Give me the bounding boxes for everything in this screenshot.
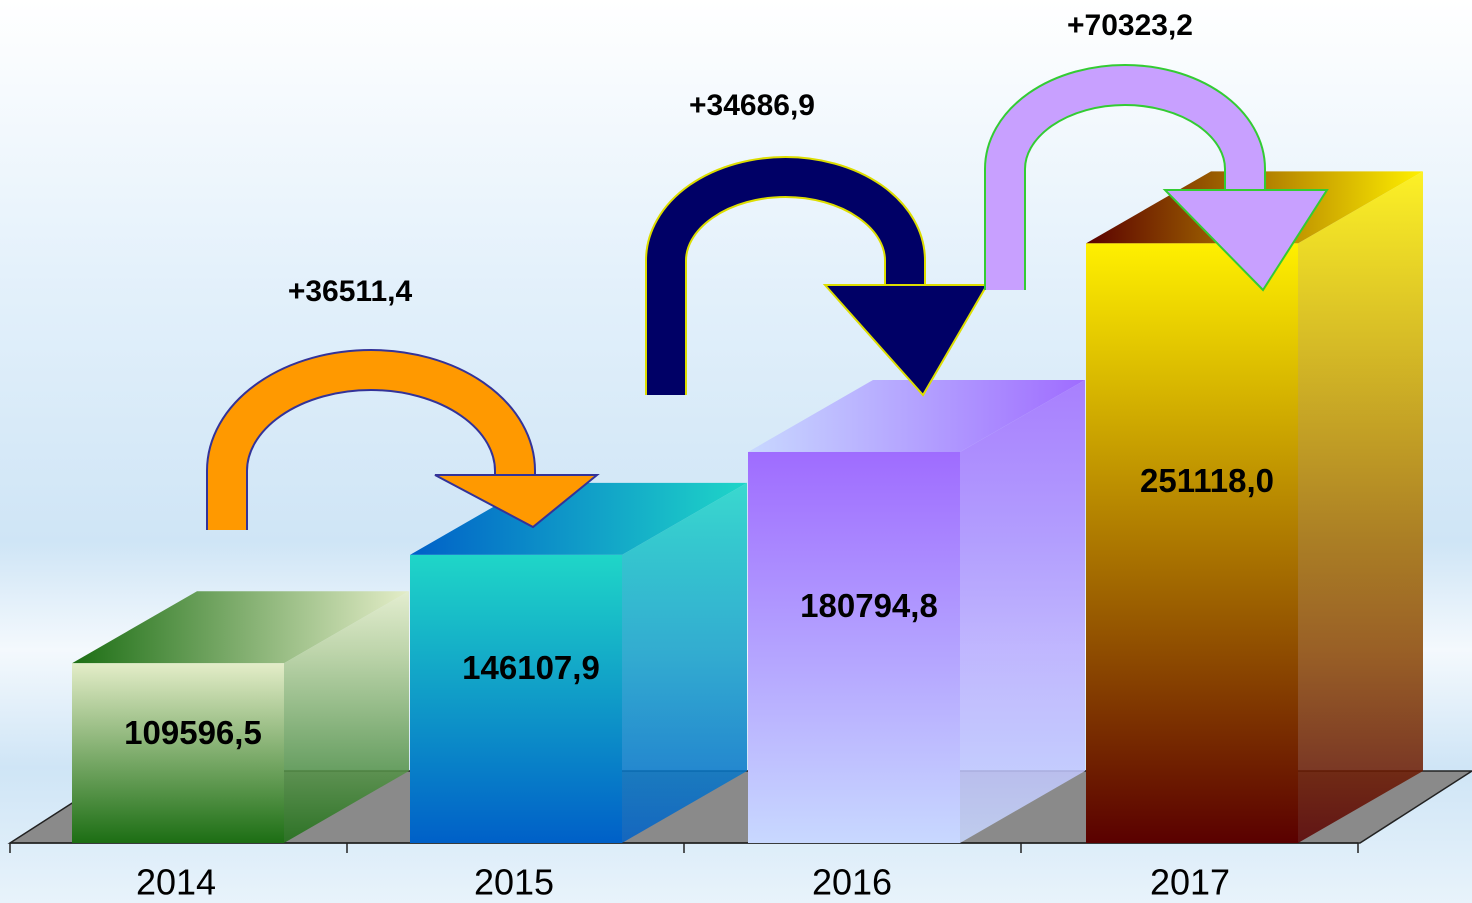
annotation: +70323,2 bbox=[1067, 9, 1193, 42]
x-tick-label: 2014 bbox=[136, 862, 216, 903]
bar bbox=[1086, 243, 1298, 844]
arrow bbox=[647, 158, 924, 395]
bar bbox=[72, 663, 284, 843]
arrow-head bbox=[1162, 189, 1329, 292]
annotation: +36511,4 bbox=[288, 275, 413, 308]
bar-top bbox=[72, 591, 409, 664]
bar-side bbox=[622, 482, 747, 843]
x-tick-label: 2016 bbox=[812, 862, 892, 903]
x-tick-label: 2015 bbox=[474, 862, 554, 903]
bar bbox=[410, 554, 622, 843]
bar-side bbox=[1298, 171, 1423, 844]
bar-side bbox=[960, 379, 1085, 843]
value-label: 109596,5 bbox=[124, 714, 262, 751]
value-label: 251118,0 bbox=[1140, 462, 1274, 499]
arrow bbox=[208, 351, 534, 530]
arrow-head bbox=[434, 474, 600, 529]
bar-side bbox=[284, 591, 409, 843]
bar bbox=[748, 451, 960, 843]
bar-top bbox=[410, 482, 747, 555]
value-label: 146107,9 bbox=[462, 649, 600, 686]
arrow bbox=[986, 66, 1264, 290]
annotation: +34686,9 bbox=[689, 89, 815, 122]
value-label: 180794,8 bbox=[800, 587, 938, 624]
bar-top bbox=[748, 379, 1085, 452]
x-tick-label: 2017 bbox=[1150, 862, 1230, 903]
arrow-head bbox=[822, 284, 989, 397]
